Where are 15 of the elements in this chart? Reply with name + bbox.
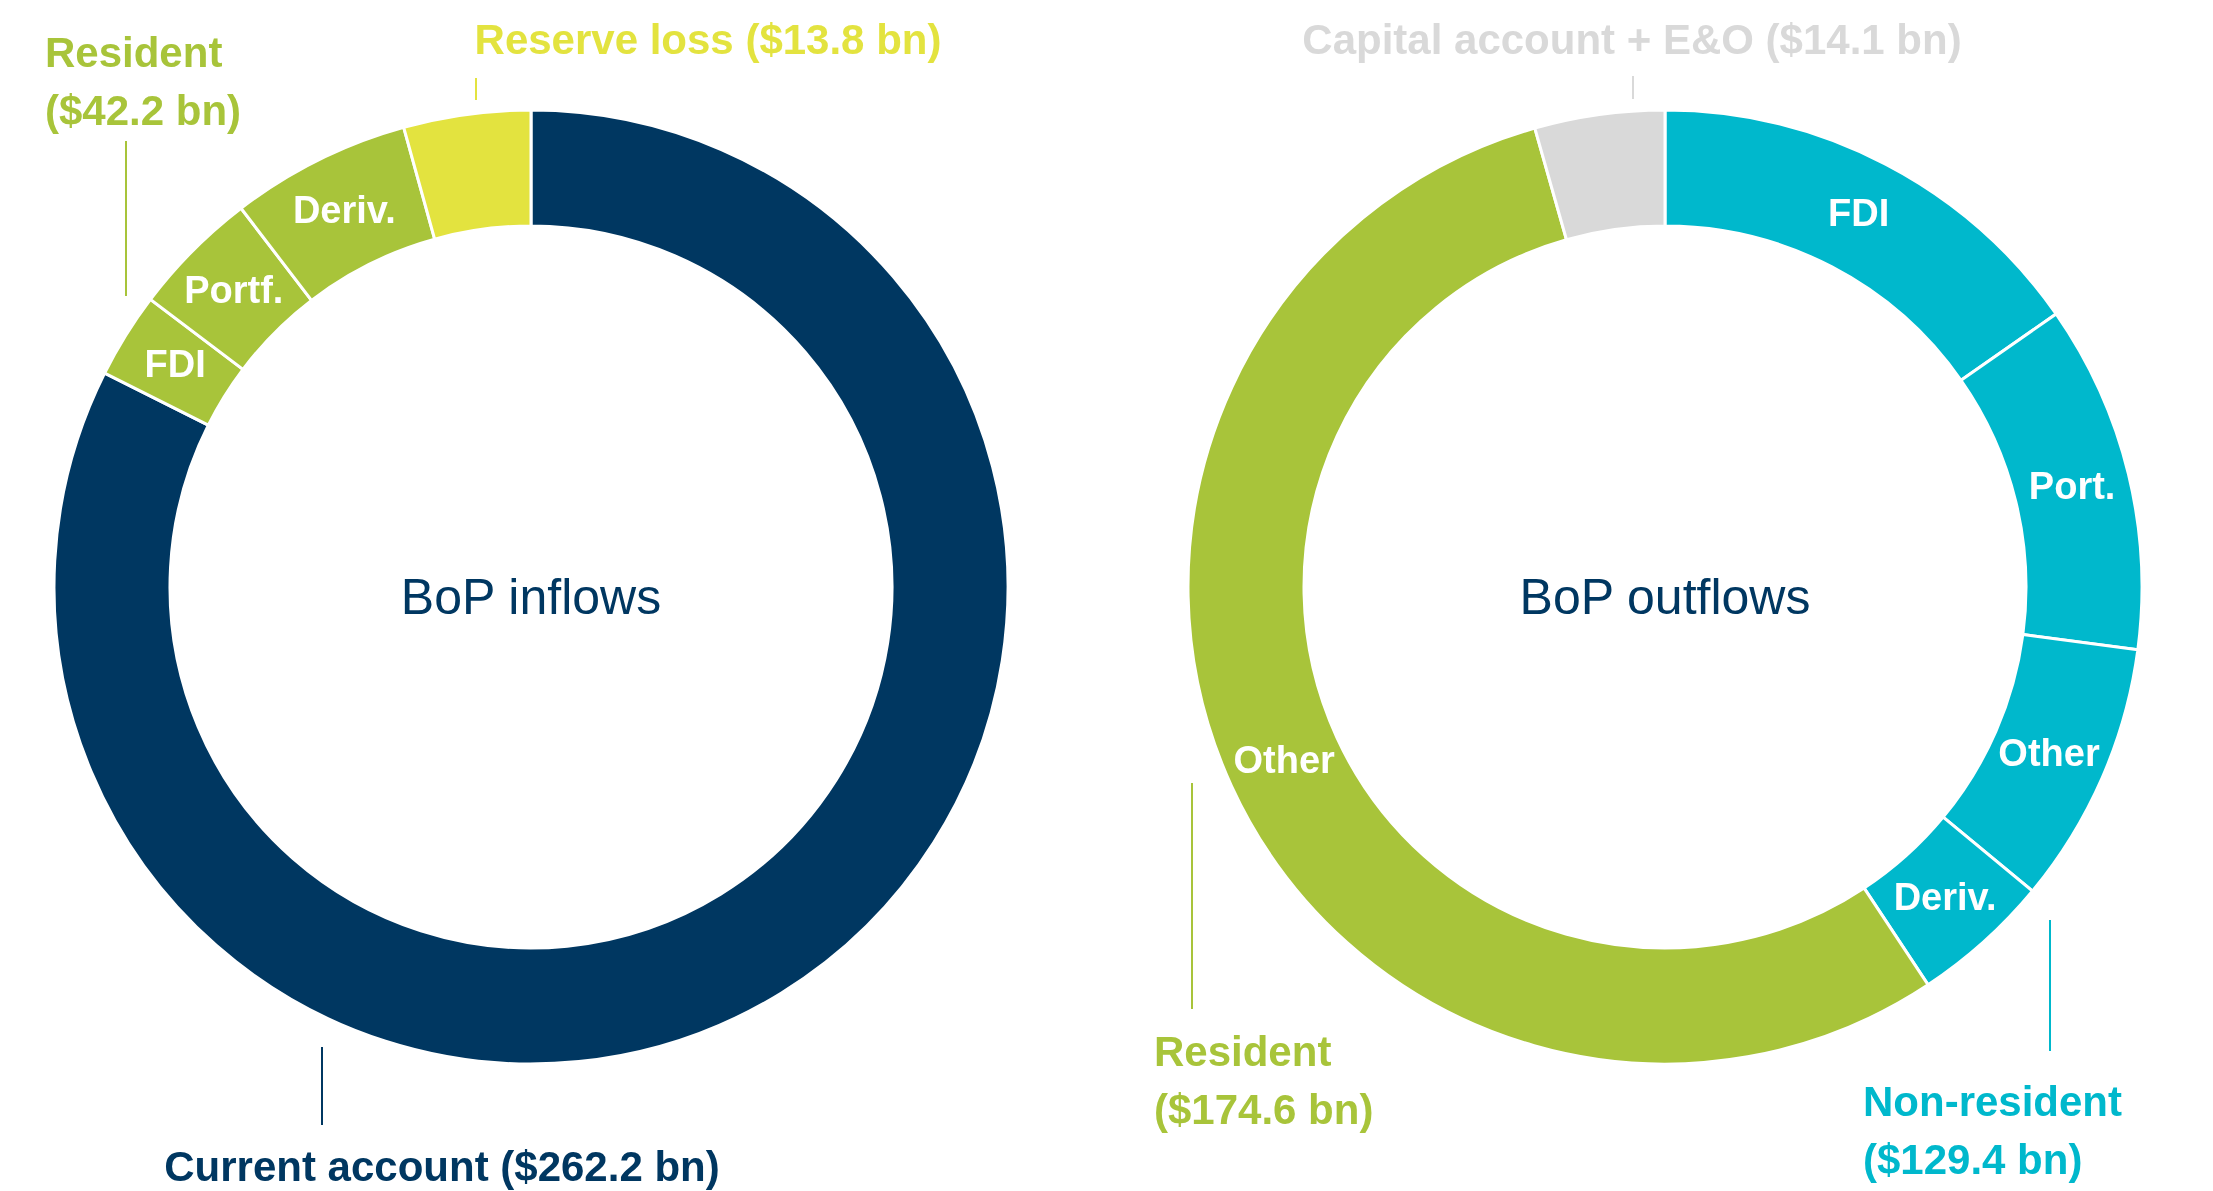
text: BoP outflows — [1519, 569, 1811, 625]
text: Reserve loss ($13.8 bn) — [474, 16, 942, 63]
text: Current account ($262.2 bn) — [164, 1143, 720, 1190]
slice-label: Port. — [2028, 464, 2116, 507]
slice-label: Portf. — [184, 268, 284, 311]
slice-label: FDI — [1828, 192, 1890, 235]
slice-label: Other — [1998, 731, 2100, 774]
text: Resident ($174.6 bn) — [1154, 1028, 1374, 1133]
text: BoP inflows — [400, 569, 662, 625]
slice-label: Deriv. — [292, 188, 396, 231]
text: Non-resident ($129.4 bn) — [1863, 1078, 2123, 1183]
slice-label: Deriv. — [1893, 875, 1997, 918]
slice-label: Other — [1233, 738, 1336, 781]
slice-label: FDI — [144, 342, 206, 385]
text: Resident ($42.2 bn) — [45, 29, 242, 134]
